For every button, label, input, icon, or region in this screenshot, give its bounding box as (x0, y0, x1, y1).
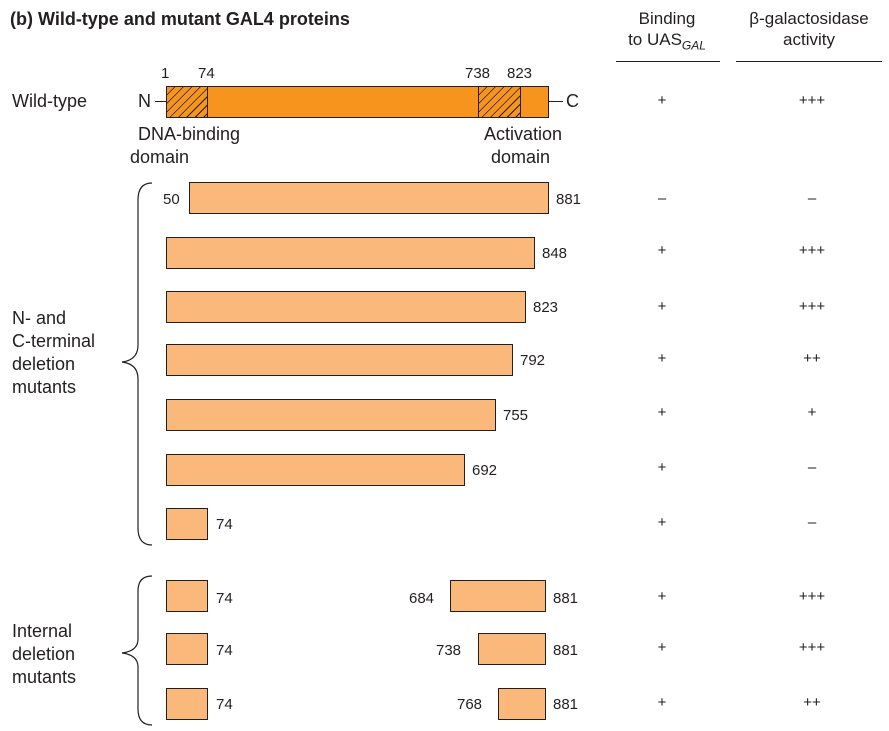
nc-row3-end: 823 (533, 299, 559, 316)
activation-line1: Activation (483, 124, 562, 144)
int-row1-right-end: 881 (553, 590, 579, 607)
c-terminus-tick (549, 101, 563, 102)
nc-row2-bar (166, 237, 535, 269)
nc-row6-binding: + (657, 459, 667, 476)
nc-row2-activity: +++ (798, 242, 826, 259)
binding-header-line2: to UASGAL (628, 30, 706, 53)
dna-binding-line2: domain (130, 147, 190, 167)
nc-label-line3: deletion (12, 354, 76, 374)
wt-activity-value: +++ (798, 92, 826, 109)
nc-row7-binding: + (657, 514, 667, 531)
binding-column-header: Binding to UASGAL (612, 8, 722, 56)
nc-row6-end: 692 (472, 462, 498, 479)
activity-header-line1: β-galactosidase (749, 9, 869, 28)
int-row1-left-end: 74 (216, 590, 233, 607)
int-row2-left-end: 74 (216, 642, 233, 659)
wt-pos-1: 1 (161, 65, 170, 82)
int-row1-right-start: 684 (409, 590, 435, 607)
int-row1-activity: +++ (798, 588, 826, 605)
c-terminus-label: C (566, 91, 579, 111)
int-row3-right-start: 768 (457, 696, 483, 713)
dna-binding-line1: DNA-binding (137, 124, 241, 144)
internal-label-line1: Internal (12, 621, 73, 641)
nc-row4-binding: + (657, 350, 667, 367)
int-row3-left-end: 74 (216, 696, 233, 713)
nc-row5-end: 755 (503, 407, 529, 424)
int-row1-right-bar (450, 580, 546, 612)
int-row2-activity: +++ (798, 639, 826, 656)
nc-row2-end: 848 (542, 245, 568, 262)
int-row2-binding: + (657, 639, 667, 656)
int-row3-right-end: 881 (553, 696, 579, 713)
nc-row4-activity: ++ (803, 350, 821, 367)
activity-header-line2: activity (783, 30, 835, 49)
nc-row1-end: 881 (556, 191, 582, 208)
nc-label-line4: mutants (12, 377, 77, 397)
nc-row3-bar (166, 291, 526, 323)
nc-row7-bar (166, 508, 208, 540)
int-row3-left-bar (166, 688, 208, 720)
nc-row3-binding: + (657, 298, 667, 315)
nc-row1-binding: – (657, 190, 667, 207)
int-row2-right-start: 738 (436, 642, 462, 659)
wt-pos-823: 823 (507, 65, 533, 82)
activation-domain-hatch (478, 86, 521, 118)
uas-gal-subscript: GAL (681, 38, 706, 53)
int-row2-left-bar (166, 633, 208, 665)
wild-type-label: Wild-type (12, 91, 88, 111)
nc-row5-activity: + (807, 404, 817, 421)
wt-pos-74: 74 (198, 65, 215, 82)
nc-row5-binding: + (657, 404, 667, 421)
binding-header-rule (616, 61, 720, 62)
wt-binding-value: + (657, 92, 667, 109)
n-terminus-tick (155, 101, 166, 102)
nc-row1-start: 50 (163, 191, 180, 208)
int-row1-left-bar (166, 580, 208, 612)
activity-column-header: β-galactosidase activity (734, 8, 884, 50)
int-row1-binding: + (657, 588, 667, 605)
nc-group-brace (121, 182, 153, 546)
nc-row7-activity: – (807, 514, 817, 531)
binding-header-line1: Binding (638, 9, 696, 28)
dna-binding-domain-hatch (166, 86, 208, 118)
activity-header-rule (736, 61, 882, 62)
internal-label-line3: mutants (12, 667, 77, 687)
nc-row4-end: 792 (520, 352, 546, 369)
int-row2-right-bar (478, 633, 546, 665)
int-row3-binding: + (657, 694, 667, 711)
n-terminus-label: N (138, 91, 151, 111)
nc-row5-bar (166, 399, 496, 431)
int-row3-right-bar (498, 688, 546, 720)
nc-row6-activity: – (807, 459, 817, 476)
int-row2-right-end: 881 (553, 642, 579, 659)
nc-group-label: N- and C-terminal deletion mutants (12, 307, 95, 399)
dna-binding-domain-label: DNA-binding domain (124, 123, 254, 169)
nc-row7-end: 74 (216, 516, 233, 533)
nc-label-line1: N- and (12, 308, 67, 328)
int-row3-activity: ++ (803, 694, 821, 711)
nc-label-line2: C-terminal (12, 331, 96, 351)
nc-row1-bar (189, 182, 549, 214)
internal-group-label: Internal deletion mutants (12, 620, 76, 689)
nc-row1-activity: – (807, 190, 817, 207)
wt-pos-738: 738 (465, 65, 491, 82)
nc-row2-binding: + (657, 242, 667, 259)
internal-label-line2: deletion (12, 644, 76, 664)
nc-row3-activity: +++ (798, 298, 826, 315)
internal-group-brace (121, 575, 153, 726)
nc-row6-bar (166, 454, 465, 486)
figure-title: (b) Wild-type and mutant GAL4 proteins (10, 9, 350, 29)
activation-domain-label: Activation domain (462, 123, 562, 169)
activation-line2: domain (490, 147, 550, 167)
nc-row4-bar (166, 344, 513, 376)
